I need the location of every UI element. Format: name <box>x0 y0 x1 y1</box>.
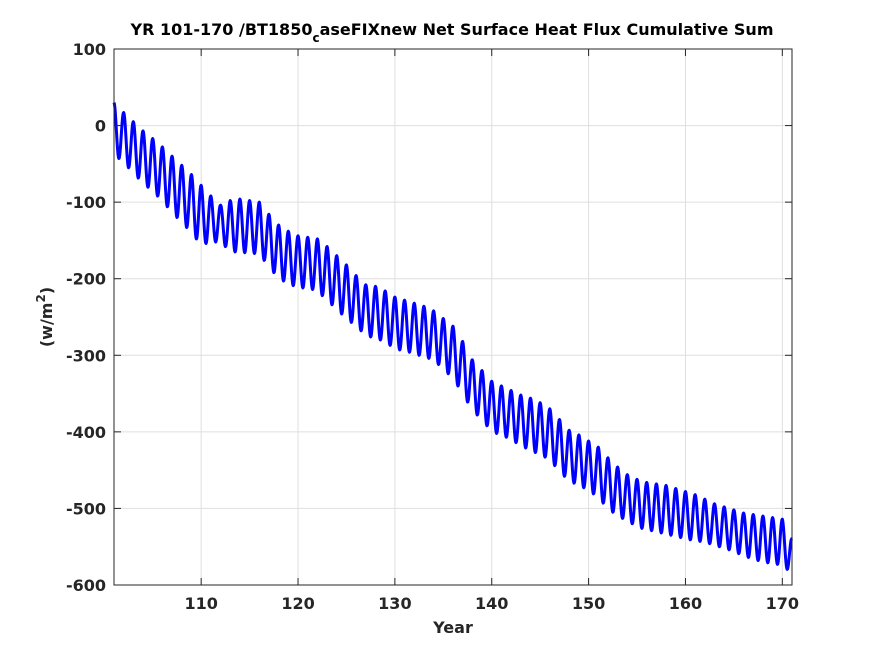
x-axis-label: Year <box>432 618 473 637</box>
x-tick-label: 160 <box>669 594 702 613</box>
y-tick-labels: 100 0 -100 -200 -300 -400 -500 -600 <box>66 40 106 595</box>
plot-area: 110 120 130 140 150 160 170 100 0 -100 -200 -300 -4… <box>66 40 799 613</box>
series-line <box>112 102 794 571</box>
x-tick-label: 170 <box>766 594 799 613</box>
y-tick-label: -500 <box>66 499 106 518</box>
title-subscript: c <box>312 31 319 45</box>
x-tick-label: 110 <box>184 594 217 613</box>
y-tick-label: -300 <box>66 346 106 365</box>
axes-background <box>114 49 792 585</box>
y-tick-label: -100 <box>66 193 106 212</box>
y-label-superscript: 2 <box>34 294 48 302</box>
x-tick-label: 150 <box>572 594 605 613</box>
x-tick-label: 130 <box>378 594 411 613</box>
chart-title: YR 101-170 /BT1850caseFIXnew Net Surface… <box>129 20 773 45</box>
y-tick-label: -600 <box>66 576 106 595</box>
series-group <box>112 102 794 571</box>
tick-marks <box>114 48 792 586</box>
y-tick-label: -400 <box>66 423 106 442</box>
y-axis-label: (w/m2) <box>34 287 56 347</box>
y-tick-label: -200 <box>66 270 106 289</box>
axes-box <box>113 48 793 586</box>
y-tick-label: 0 <box>95 117 106 136</box>
x-tick-labels: 110 120 130 140 150 160 170 <box>184 594 799 613</box>
x-tick-label: 140 <box>475 594 508 613</box>
y-tick-label: 100 <box>73 40 106 59</box>
x-tick-label: 120 <box>281 594 314 613</box>
